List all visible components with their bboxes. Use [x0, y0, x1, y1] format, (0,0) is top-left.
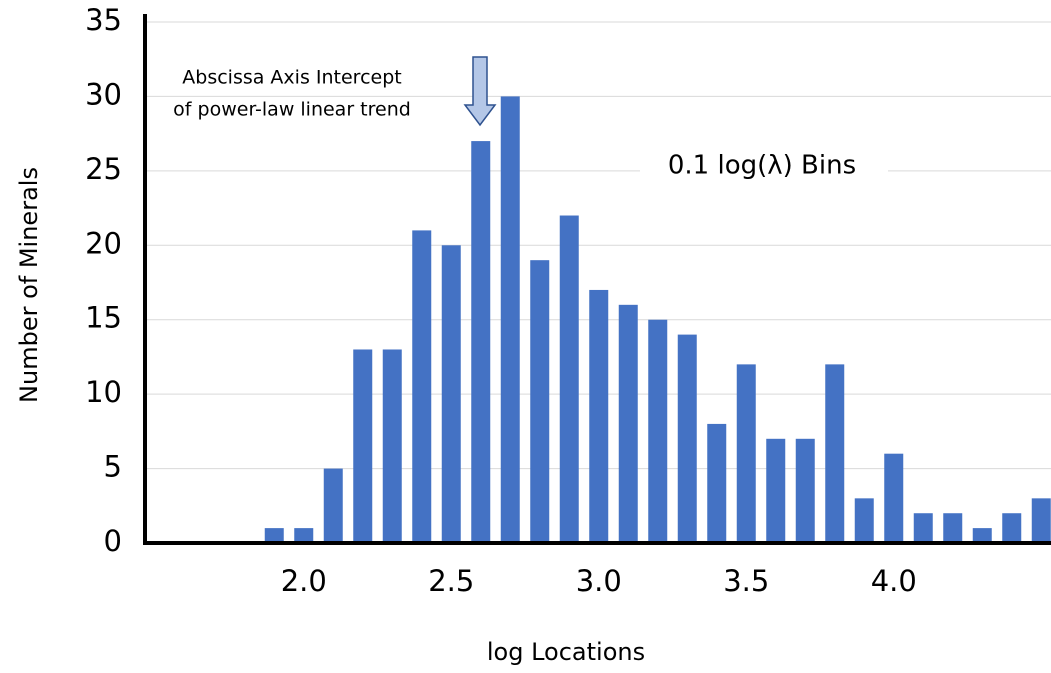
bar: [648, 319, 668, 543]
bar: [353, 349, 373, 543]
bars: [264, 96, 1051, 544]
bar: [294, 528, 314, 543]
bar: [323, 468, 343, 543]
bar: [264, 528, 284, 543]
y-tick-label: 15: [85, 301, 122, 335]
bar: [412, 230, 432, 543]
bar: [471, 141, 491, 544]
bar: [913, 513, 933, 543]
bar: [382, 349, 402, 543]
bins-annotation: 0.1 log(λ) Bins: [668, 151, 856, 181]
bar: [441, 245, 461, 544]
bar: [884, 453, 904, 543]
bar: [1031, 498, 1051, 543]
y-tick-label: 25: [85, 152, 122, 186]
bar: [766, 438, 786, 543]
bar: [1002, 513, 1022, 543]
bar: [972, 528, 992, 543]
bar: [707, 423, 727, 543]
bar: [677, 334, 697, 543]
intercept-annotation: of power-law linear trend: [173, 99, 411, 121]
x-tick-label: 3.0: [576, 564, 622, 598]
x-axis-title: log Locations: [487, 638, 645, 666]
labels: 0 5 10 15 20 25 30 35 2.0 2.5 3.0 3.5 4.0: [85, 3, 917, 598]
x-tick-label: 3.5: [723, 564, 769, 598]
bar: [559, 215, 579, 543]
bar: [825, 364, 845, 543]
y-tick-label: 0: [104, 524, 122, 558]
bar: [943, 513, 963, 543]
y-axis-title: Number of Minerals: [15, 167, 43, 403]
x-tick-label: 2.0: [281, 564, 327, 598]
bar: [618, 304, 638, 543]
intercept-arrow: [463, 56, 497, 127]
x-tick-label: 2.5: [428, 564, 474, 598]
annotation-background: [640, 150, 888, 186]
bar: [530, 260, 550, 543]
bar: [854, 498, 874, 543]
bar: [589, 289, 609, 543]
y-tick-label: 20: [85, 226, 122, 260]
y-tick-label: 30: [85, 77, 122, 111]
y-tick-label: 5: [104, 450, 122, 484]
bar: [795, 438, 815, 543]
bar: [500, 96, 520, 543]
x-tick-label: 4.0: [871, 564, 917, 598]
y-tick-label: 10: [85, 375, 122, 409]
y-tick-label: 35: [85, 3, 122, 37]
intercept-annotation: Abscissa Axis Intercept: [182, 67, 401, 89]
bar: [736, 364, 756, 543]
